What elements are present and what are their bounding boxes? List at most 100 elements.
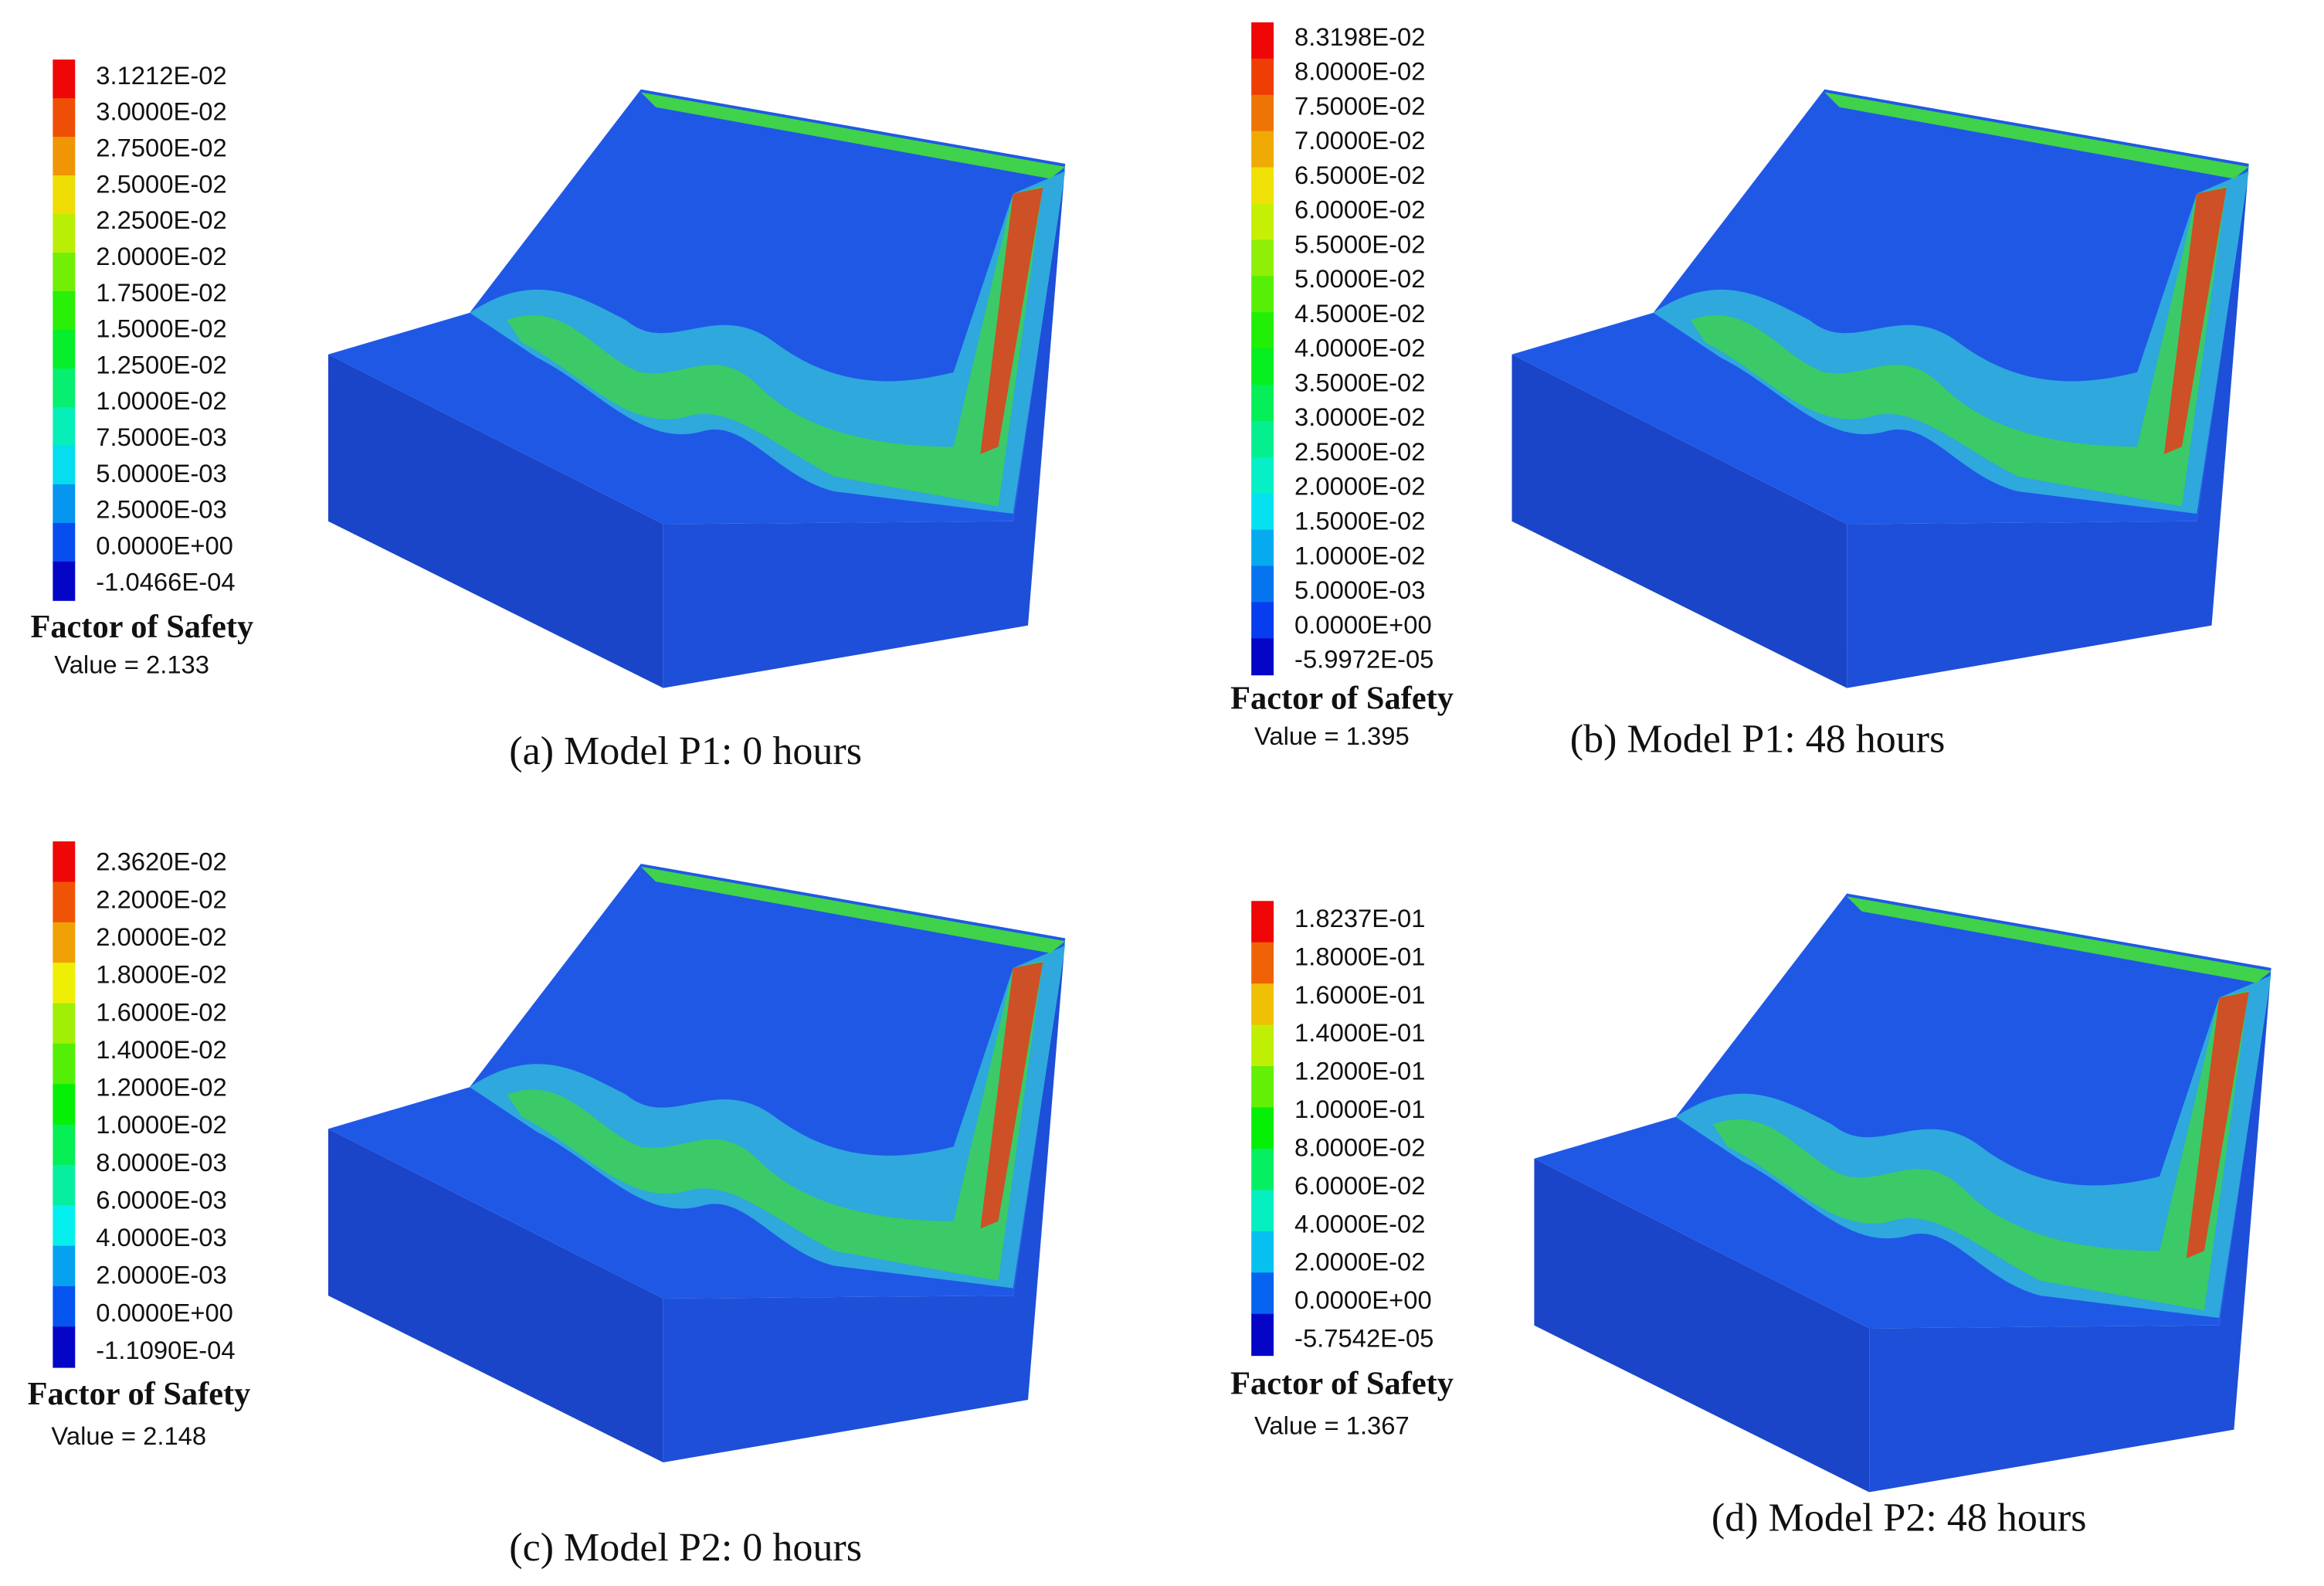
legend-band — [53, 561, 76, 601]
legend-label: 2.5000E-03 — [96, 495, 226, 524]
legend-label: 2.0000E-02 — [96, 922, 226, 951]
legend-band — [1251, 565, 1274, 603]
legend-label: 2.2500E-02 — [96, 205, 226, 234]
legend-band — [1251, 638, 1274, 676]
legend-label: 0.0000E+00 — [1294, 1285, 1432, 1314]
legend-value: Value = 2.148 — [51, 1421, 206, 1450]
legend-band — [1251, 1148, 1274, 1191]
legend-band — [1251, 1190, 1274, 1232]
panel-caption: (b) Model P1: 48 hours — [1570, 717, 1946, 761]
legend-band — [53, 1084, 76, 1126]
legend-label: 1.5000E-02 — [1294, 506, 1425, 535]
legend-label: 3.5000E-02 — [1294, 368, 1425, 396]
legend-band — [1251, 457, 1274, 494]
legend-value: Value = 1.367 — [1254, 1411, 1410, 1439]
legend-label: 2.0000E-02 — [1294, 472, 1425, 501]
panel-caption: (a) Model P1: 0 hours — [509, 729, 862, 773]
legend-band — [1251, 602, 1274, 640]
legend-label: 1.6000E-02 — [96, 997, 226, 1026]
legend-label: 4.0000E-03 — [96, 1223, 226, 1251]
legend-label: 1.0000E-02 — [96, 1110, 226, 1139]
legend-band — [1251, 348, 1274, 385]
legend-label: 1.8000E-01 — [1294, 942, 1425, 970]
panel-caption: (c) Model P2: 0 hours — [509, 1526, 862, 1570]
legend-band — [53, 175, 76, 216]
legend-label: 2.3620E-02 — [96, 847, 226, 876]
legend-band — [1251, 94, 1274, 132]
legend-band — [53, 963, 76, 1004]
legend-band — [53, 291, 76, 331]
legend-label: 1.7500E-02 — [96, 278, 226, 307]
model-render-d — [1534, 893, 2271, 1493]
legend-label: 2.7500E-02 — [96, 134, 226, 162]
legend-band — [1251, 1231, 1274, 1274]
legend-band — [53, 1164, 76, 1207]
legend-label: 4.0000E-02 — [1294, 1209, 1425, 1238]
legend-label: 3.0000E-02 — [1294, 402, 1425, 431]
legend-label: 7.5000E-03 — [96, 423, 226, 451]
legend-title: Factor of Safety — [28, 1376, 251, 1412]
legend-label: 2.5000E-02 — [96, 169, 226, 198]
legend-label: 7.5000E-02 — [1294, 91, 1425, 120]
legend-label: 1.8000E-02 — [96, 960, 226, 989]
legend-band — [1251, 983, 1274, 1026]
legend-band — [1251, 1024, 1274, 1068]
legend-label: 4.0000E-02 — [1294, 334, 1425, 362]
legend-label: -5.9972E-05 — [1294, 645, 1433, 674]
legend-label: 8.0000E-02 — [1294, 1133, 1425, 1161]
panel-caption: (d) Model P2: 48 hours — [1712, 1496, 2087, 1540]
legend-band — [1251, 312, 1274, 350]
legend-band — [1251, 529, 1274, 567]
legend-label: 1.2000E-02 — [96, 1073, 226, 1102]
legend-band — [1251, 1272, 1274, 1315]
legend-band — [1251, 942, 1274, 985]
legend-band — [53, 484, 76, 524]
legend-label: 7.0000E-02 — [1294, 126, 1425, 155]
model-render-a — [327, 89, 1066, 688]
legend-label: 1.0000E-02 — [1294, 541, 1425, 569]
legend-band — [53, 329, 76, 369]
legend-band — [53, 214, 76, 253]
legend-label: 5.5000E-02 — [1294, 229, 1425, 258]
legend-label: 1.4000E-02 — [96, 1035, 226, 1064]
legend-band — [1251, 131, 1274, 168]
legend-band — [1251, 901, 1274, 943]
legend-band — [53, 368, 76, 408]
legend-band — [53, 445, 76, 485]
legend-label: 2.2000E-02 — [96, 885, 226, 913]
legend-title: Factor of Safety — [30, 609, 253, 645]
legend-label: 1.0000E-01 — [1294, 1095, 1425, 1123]
legend-label: 2.5000E-02 — [1294, 437, 1425, 466]
legend-band — [1251, 1066, 1274, 1109]
legend-label: 1.0000E-02 — [96, 386, 226, 415]
legend-label: 3.0000E-02 — [96, 97, 226, 126]
model-render-c — [327, 864, 1066, 1463]
legend-band — [1251, 22, 1274, 59]
legend-label: 5.0000E-02 — [1294, 264, 1425, 293]
legend-label: 1.8237E-01 — [1294, 904, 1425, 932]
legend-label: 0.0000E+00 — [96, 531, 233, 559]
legend-band — [53, 1326, 76, 1368]
legend-label: 6.5000E-02 — [1294, 161, 1425, 189]
legend-label: 1.6000E-01 — [1294, 980, 1425, 1009]
legend-label: 4.5000E-02 — [1294, 299, 1425, 328]
legend-band — [1251, 58, 1274, 96]
legend-value: Value = 2.133 — [54, 650, 209, 678]
legend-label: 3.1212E-02 — [96, 61, 226, 90]
legend-label: 6.0000E-03 — [96, 1185, 226, 1214]
legend-band — [1251, 276, 1274, 314]
legend-label: -1.0466E-04 — [96, 567, 235, 596]
legend-band — [1251, 420, 1274, 458]
legend-title: Factor of Safety — [1230, 681, 1454, 717]
legend-value: Value = 1.395 — [1254, 722, 1410, 750]
legend-band — [53, 1003, 76, 1044]
legend-label: -1.1090E-04 — [96, 1336, 235, 1364]
legend-label: 8.0000E-03 — [96, 1148, 226, 1177]
legend-label: 0.0000E+00 — [1294, 610, 1432, 639]
legend-label: 0.0000E+00 — [96, 1298, 233, 1326]
legend-band — [53, 1205, 76, 1247]
legend-band — [53, 59, 76, 100]
legend-label: 1.4000E-01 — [1294, 1018, 1425, 1047]
